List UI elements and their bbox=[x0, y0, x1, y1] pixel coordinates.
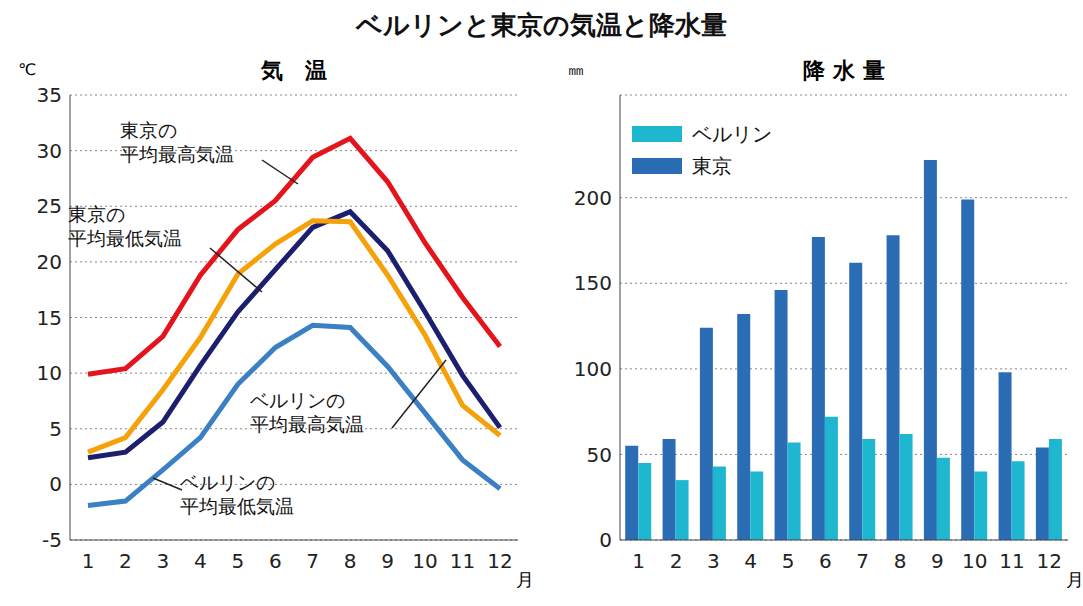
svg-text:8: 8 bbox=[344, 549, 357, 573]
svg-text:6: 6 bbox=[269, 549, 282, 573]
svg-text:50: 50 bbox=[587, 443, 612, 467]
svg-text:30: 30 bbox=[37, 139, 62, 163]
svg-text:2: 2 bbox=[119, 549, 132, 573]
html-text:気 温: 気 温 bbox=[261, 58, 327, 83]
html-text:東京の: 東京の bbox=[68, 203, 125, 225]
svg-text:7: 7 bbox=[856, 549, 869, 573]
svg-text:100: 100 bbox=[574, 357, 612, 381]
svg-text:12: 12 bbox=[1037, 549, 1062, 573]
html-text:ベルリンの: ベルリンの bbox=[180, 471, 275, 493]
html-text:ベルリンと東京の気温と降水量: ベルリンと東京の気温と降水量 bbox=[356, 10, 727, 40]
svg-text:25: 25 bbox=[37, 194, 62, 218]
svg-text:2: 2 bbox=[670, 549, 683, 573]
svg-text:6: 6 bbox=[819, 549, 832, 573]
svg-text:3: 3 bbox=[157, 549, 170, 573]
svg-text:-5: -5 bbox=[42, 528, 62, 552]
svg-text:20: 20 bbox=[37, 250, 62, 274]
svg-text:9: 9 bbox=[381, 549, 394, 573]
svg-text:15: 15 bbox=[37, 306, 62, 330]
svg-text:4: 4 bbox=[194, 549, 207, 573]
html-text:東京: 東京 bbox=[692, 153, 732, 178]
html-text:平均最低気温: 平均最低気温 bbox=[68, 227, 182, 249]
svg-text:8: 8 bbox=[894, 549, 907, 573]
svg-text:0: 0 bbox=[599, 528, 612, 552]
svg-text:7: 7 bbox=[306, 549, 319, 573]
html-text:平均最高気温: 平均最高気温 bbox=[250, 413, 364, 435]
html-text:ベルリン: ベルリン bbox=[692, 121, 772, 146]
html-text:平均最低気温: 平均最低気温 bbox=[180, 495, 294, 517]
svg-text:1: 1 bbox=[82, 549, 95, 573]
svg-text:1: 1 bbox=[632, 549, 645, 573]
svg-text:9: 9 bbox=[931, 549, 944, 573]
svg-text:5: 5 bbox=[231, 549, 244, 573]
svg-text:5: 5 bbox=[49, 417, 62, 441]
html-text:平均最高気温: 平均最高気温 bbox=[120, 143, 234, 165]
svg-text:0: 0 bbox=[49, 472, 62, 496]
svg-text:35: 35 bbox=[37, 83, 62, 107]
svg-text:10: 10 bbox=[962, 549, 987, 573]
svg-text:5: 5 bbox=[782, 549, 795, 573]
html-text:東京の: 東京の bbox=[120, 119, 177, 141]
svg-text:12: 12 bbox=[487, 549, 512, 573]
svg-text:200: 200 bbox=[574, 186, 612, 210]
svg-text:10: 10 bbox=[37, 361, 62, 385]
svg-text:10: 10 bbox=[412, 549, 437, 573]
svg-text:4: 4 bbox=[744, 549, 757, 573]
svg-text:11: 11 bbox=[450, 549, 475, 573]
svg-text:150: 150 bbox=[574, 271, 612, 295]
html-text:降 水 量: 降 水 量 bbox=[803, 58, 885, 83]
html-text:月: 月 bbox=[516, 569, 534, 590]
svg-text:3: 3 bbox=[707, 549, 720, 573]
html-text:月: 月 bbox=[1066, 569, 1083, 590]
svg-text:11: 11 bbox=[999, 549, 1024, 573]
html-text:ベルリンの: ベルリンの bbox=[250, 389, 345, 411]
